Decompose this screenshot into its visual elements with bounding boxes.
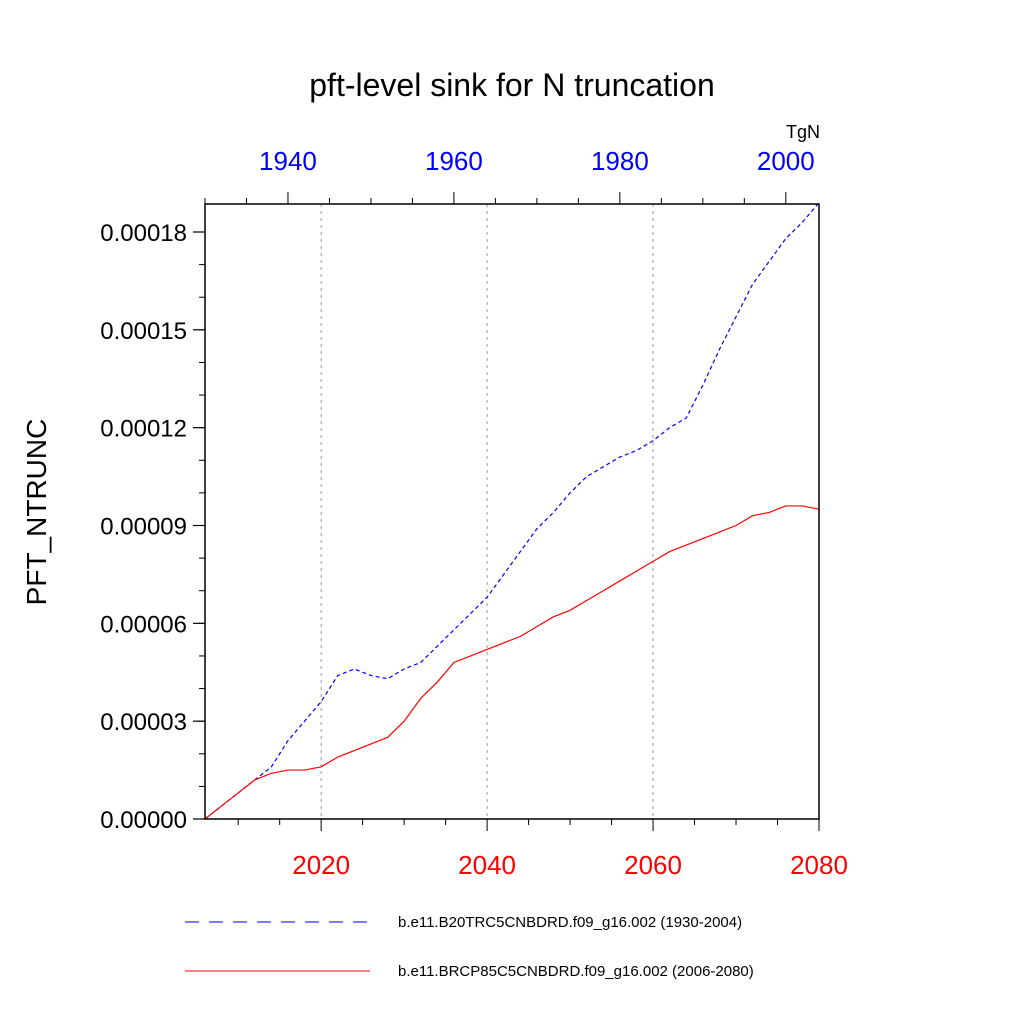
x-bottom-tick-label: 2080 <box>790 850 848 880</box>
series-line-rcp85 <box>204 505 820 820</box>
plot-frame <box>204 203 820 820</box>
x-top-tick-label: 1960 <box>425 146 483 176</box>
bottom-x-ticks: 2020 2040 2060 2080 <box>237 819 848 880</box>
units-label: TgN <box>786 122 820 142</box>
top-x-ticks: 1940 1960 1980 2000 <box>204 146 815 204</box>
y-tick-label: 0.00000 <box>100 807 187 834</box>
x-top-tick-label: 2000 <box>757 146 815 176</box>
x-top-tick-label: 1980 <box>591 146 649 176</box>
series-layer <box>204 202 820 820</box>
y-tick-label: 0.00018 <box>100 220 187 247</box>
x-top-tick-label: 1940 <box>259 146 317 176</box>
legend-label-historical: b.e11.B20TRC5CNBDRD.f09_g16.002 (1930-20… <box>398 914 742 931</box>
y-tick-label: 0.00009 <box>100 514 187 541</box>
legend-label-rcp85: b.e11.BRCP85C5CNBDRD.f09_g16.002 (2006-2… <box>398 963 754 980</box>
series-line-historical <box>204 202 820 820</box>
y-tick-label: 0.00012 <box>100 416 187 443</box>
x-bottom-tick-label: 2020 <box>292 850 350 880</box>
grid-lines <box>320 204 654 819</box>
y-tick-label: 0.00006 <box>100 611 187 638</box>
y-ticks: 0.00000 0.00003 0.00006 0.00009 0.00012 0.000… <box>100 220 205 834</box>
x-bottom-tick-label: 2040 <box>458 850 516 880</box>
legend: b.e11.B20TRC5CNBDRD.f09_g16.002 (1930-20… <box>185 914 754 980</box>
y-tick-label: 0.00015 <box>100 318 187 345</box>
chart-title: pft-level sink for N truncation <box>309 67 715 103</box>
x-bottom-tick-label: 2060 <box>624 850 682 880</box>
y-tick-label: 0.00003 <box>100 709 187 736</box>
y-axis-label: PFT_NTRUNC <box>21 419 52 606</box>
